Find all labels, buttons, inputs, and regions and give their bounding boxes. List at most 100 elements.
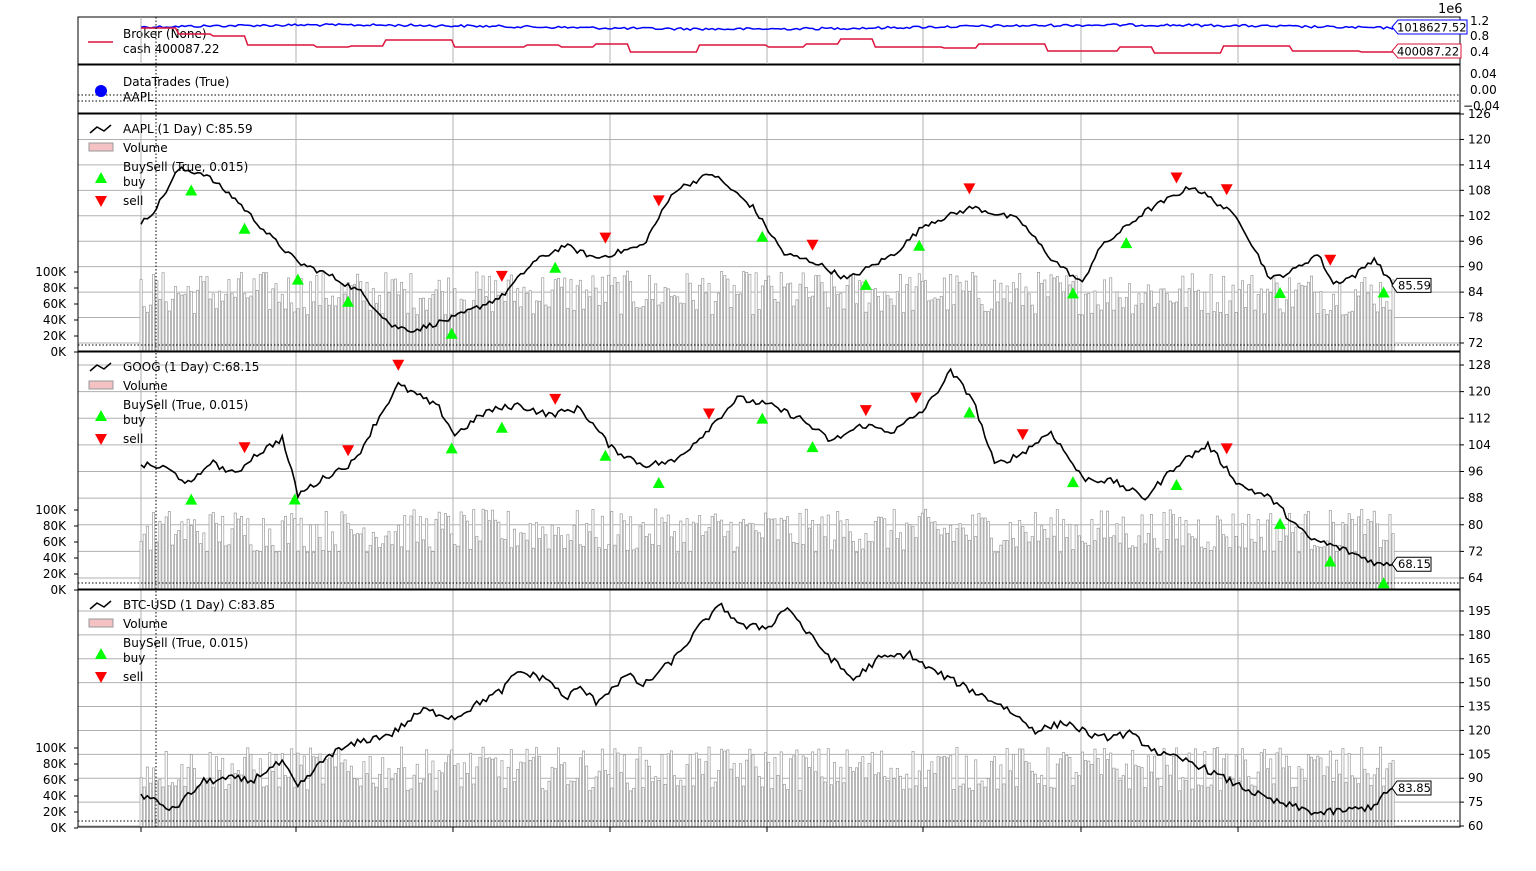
volume-bar bbox=[1011, 538, 1015, 590]
volume-bar bbox=[1187, 288, 1191, 352]
close-tag-text: 68.15 bbox=[1398, 557, 1431, 571]
volume-bar bbox=[588, 296, 592, 352]
volume-bar bbox=[280, 520, 284, 590]
volume-bar bbox=[575, 285, 579, 352]
volume-bar bbox=[503, 301, 507, 352]
volume-bar bbox=[695, 752, 698, 828]
volume-bar bbox=[1172, 756, 1175, 828]
volume-bar bbox=[1313, 545, 1317, 590]
volume-bar bbox=[337, 297, 341, 352]
broker-panel: Broker (None) cash 400087.22 1.20.8 0.4 1… bbox=[77, 14, 1489, 65]
volume-bar bbox=[196, 289, 200, 352]
volume-bar bbox=[149, 549, 152, 590]
volume-bar bbox=[240, 774, 243, 828]
volume-bar bbox=[491, 758, 494, 828]
price-ytick-label: 80 bbox=[1468, 518, 1483, 532]
volume-bar bbox=[836, 511, 840, 590]
volume-bar bbox=[748, 273, 752, 352]
volume-bar bbox=[1222, 275, 1226, 352]
volume-bar bbox=[839, 292, 843, 352]
volume-bar bbox=[1353, 552, 1357, 590]
volume-bar bbox=[578, 544, 582, 590]
volume-bar bbox=[644, 759, 648, 828]
volume-bar bbox=[268, 752, 272, 828]
volume-bar bbox=[312, 756, 316, 828]
volume-bar bbox=[889, 767, 893, 828]
volume-bar bbox=[453, 765, 457, 828]
volume-bar bbox=[1275, 752, 1279, 828]
volume-bar bbox=[572, 525, 576, 590]
volume-bar bbox=[1168, 300, 1172, 352]
volume-bar bbox=[663, 522, 667, 590]
volume-bar bbox=[1284, 755, 1288, 828]
volume-bar bbox=[1357, 295, 1361, 352]
volume-bar bbox=[1363, 534, 1367, 590]
volume-bar bbox=[1093, 290, 1097, 352]
volume-bar bbox=[290, 302, 294, 352]
volume-bar bbox=[1150, 771, 1153, 828]
volume-bar bbox=[804, 508, 808, 590]
legend-volume-icon bbox=[88, 380, 114, 390]
volume-bar bbox=[478, 540, 482, 590]
volume-tick-label: 80K bbox=[43, 281, 67, 295]
volume-bar bbox=[958, 523, 962, 590]
volume-bar bbox=[139, 540, 143, 590]
volume-bar bbox=[299, 278, 303, 352]
volume-bar bbox=[1231, 778, 1235, 828]
volume-bar bbox=[920, 512, 924, 590]
volume-bar bbox=[171, 544, 174, 590]
volume-bar bbox=[585, 765, 589, 828]
volume-bar bbox=[1124, 297, 1128, 352]
sell-marker bbox=[1170, 172, 1183, 184]
volume-bar bbox=[607, 544, 611, 590]
volume-bar bbox=[205, 779, 209, 828]
volume-bar bbox=[591, 275, 595, 352]
volume-bar bbox=[873, 288, 877, 352]
legend-entry: buy bbox=[123, 175, 145, 189]
volume-bar bbox=[776, 774, 780, 828]
volume-bar bbox=[892, 305, 896, 352]
volume-bar bbox=[180, 521, 184, 590]
price-ytick-label: 88 bbox=[1468, 491, 1483, 505]
volume-bar bbox=[1043, 529, 1047, 590]
volume-bar bbox=[1256, 294, 1260, 352]
volume-bar bbox=[1153, 306, 1157, 352]
volume-bar bbox=[425, 749, 429, 828]
volume-bar bbox=[384, 535, 388, 590]
volume-bar bbox=[1247, 284, 1251, 352]
volume-bar bbox=[977, 298, 981, 352]
volume-bar bbox=[1178, 790, 1182, 828]
volume-bar bbox=[773, 299, 777, 352]
price-ytick-label: 78 bbox=[1468, 311, 1483, 325]
volume-tick-label: 0K bbox=[50, 345, 67, 359]
volume-bar bbox=[174, 286, 178, 352]
volume-bar bbox=[171, 298, 174, 352]
volume-bar bbox=[221, 757, 225, 828]
volume-bar bbox=[867, 763, 871, 828]
volume-bar bbox=[996, 301, 1000, 352]
volume-bar bbox=[629, 790, 633, 828]
volume-bar bbox=[403, 767, 407, 828]
volume-bar bbox=[1175, 747, 1179, 828]
volume-bar bbox=[1052, 535, 1056, 590]
volume-bar bbox=[622, 275, 626, 352]
volume-bar bbox=[786, 516, 789, 590]
volume-bar bbox=[820, 776, 824, 828]
volume-bar bbox=[340, 283, 344, 352]
volume-bar bbox=[1190, 273, 1194, 352]
volume-bar bbox=[1219, 519, 1222, 590]
volume-bar bbox=[1382, 307, 1386, 352]
volume-bar bbox=[795, 542, 799, 590]
volume-bar bbox=[786, 283, 789, 352]
volume-bar bbox=[729, 307, 733, 352]
volume-bar bbox=[1102, 748, 1106, 828]
volume-bar bbox=[177, 779, 181, 828]
volume-bar bbox=[309, 524, 312, 590]
volume-bar bbox=[1244, 307, 1248, 352]
volume-bar bbox=[230, 763, 234, 828]
volume-bar bbox=[1187, 533, 1191, 590]
volume-bar bbox=[1325, 314, 1329, 352]
volume-bar bbox=[327, 304, 331, 352]
volume-bar bbox=[999, 764, 1003, 828]
volume-bar bbox=[1388, 514, 1392, 590]
